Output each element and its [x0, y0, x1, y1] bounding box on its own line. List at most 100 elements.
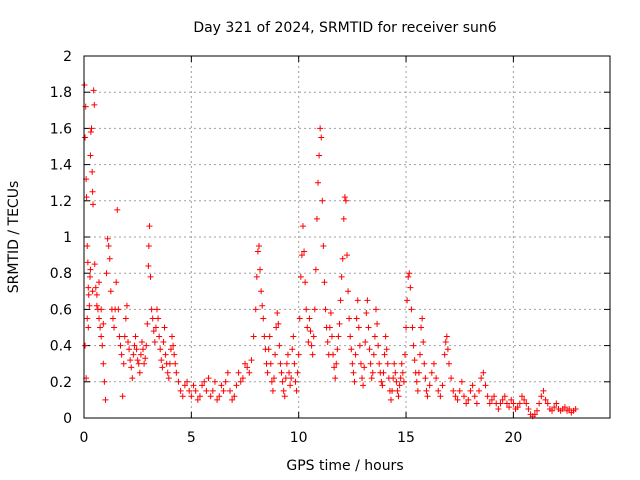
data-point — [279, 378, 286, 385]
data-point — [388, 396, 395, 403]
y-tick-label: 0.8 — [50, 266, 72, 282]
data-point — [164, 369, 171, 376]
data-point — [104, 235, 111, 242]
data-point — [151, 338, 158, 345]
data-point — [536, 400, 543, 407]
data-point — [250, 333, 257, 340]
data-point — [84, 315, 91, 322]
data-point — [345, 288, 352, 295]
data-point — [316, 152, 323, 159]
data-point — [278, 369, 285, 376]
data-point — [310, 333, 317, 340]
data-point — [85, 324, 92, 331]
data-point — [87, 129, 94, 136]
data-point — [233, 382, 240, 389]
data-point — [302, 279, 309, 286]
data-point — [309, 351, 316, 358]
data-point — [98, 333, 105, 340]
data-point — [264, 369, 271, 376]
data-point — [364, 297, 371, 304]
data-point — [87, 152, 94, 159]
x-tick-label: 15 — [397, 430, 415, 446]
data-point — [160, 338, 167, 345]
data-point — [158, 357, 165, 364]
data-point — [418, 324, 425, 331]
data-point — [442, 338, 449, 345]
data-point — [85, 291, 92, 298]
data-point — [458, 378, 465, 385]
data-point — [255, 243, 262, 250]
y-tick-label: 0.2 — [50, 375, 72, 391]
data-point — [265, 346, 272, 353]
data-point — [146, 223, 153, 230]
data-point — [119, 393, 126, 400]
data-point — [448, 375, 455, 382]
data-point — [169, 333, 176, 340]
data-point — [268, 378, 275, 385]
y-tick-label: 1 — [63, 230, 72, 246]
data-point — [488, 396, 495, 403]
data-point — [389, 387, 396, 394]
data-point — [82, 342, 89, 349]
data-point — [99, 342, 106, 349]
x-tick-label: 0 — [80, 430, 89, 446]
data-point — [368, 375, 375, 382]
data-point — [394, 387, 401, 394]
data-point — [188, 393, 195, 400]
y-tick-label: 1.2 — [50, 194, 72, 210]
data-point — [113, 279, 120, 286]
data-point — [294, 369, 301, 376]
data-point — [115, 306, 122, 313]
data-point — [186, 387, 193, 394]
data-point — [540, 387, 547, 394]
data-point — [93, 302, 100, 309]
data-point — [272, 351, 279, 358]
data-point — [282, 375, 289, 382]
data-point — [235, 369, 242, 376]
data-point — [162, 351, 169, 358]
data-point — [372, 306, 379, 313]
y-tick-label: 0 — [63, 411, 72, 427]
data-point — [416, 351, 423, 358]
data-point — [473, 400, 480, 407]
data-point — [419, 315, 426, 322]
data-point — [145, 243, 152, 250]
data-point — [396, 382, 403, 389]
data-point — [406, 270, 413, 277]
data-point — [339, 255, 346, 262]
data-point — [298, 252, 305, 259]
data-point — [444, 346, 451, 353]
y-tick-label: 0.4 — [50, 339, 72, 355]
data-point — [379, 382, 386, 389]
y-tick-label: 0.6 — [50, 302, 72, 318]
data-point — [322, 306, 329, 313]
data-point — [311, 306, 318, 313]
data-point — [105, 243, 112, 250]
data-point — [381, 351, 388, 358]
data-point — [161, 324, 168, 331]
data-point — [82, 134, 89, 141]
data-point — [443, 333, 450, 340]
data-point — [327, 310, 334, 317]
data-point — [341, 194, 348, 201]
grid — [84, 56, 610, 418]
data-point — [376, 360, 383, 367]
data-point — [266, 333, 273, 340]
data-point — [237, 378, 244, 385]
data-point — [534, 407, 541, 414]
data-point — [199, 382, 206, 389]
data-point — [312, 266, 319, 273]
data-point — [149, 315, 156, 322]
data-point — [196, 393, 203, 400]
data-point — [478, 375, 485, 382]
data-point — [87, 273, 94, 280]
data-point — [260, 315, 267, 322]
data-point — [465, 396, 472, 403]
data-point — [375, 342, 382, 349]
data-point — [347, 333, 354, 340]
data-point — [177, 387, 184, 394]
data-point — [291, 360, 298, 367]
data-point — [224, 369, 231, 376]
data-point — [281, 393, 288, 400]
data-point — [114, 206, 121, 213]
